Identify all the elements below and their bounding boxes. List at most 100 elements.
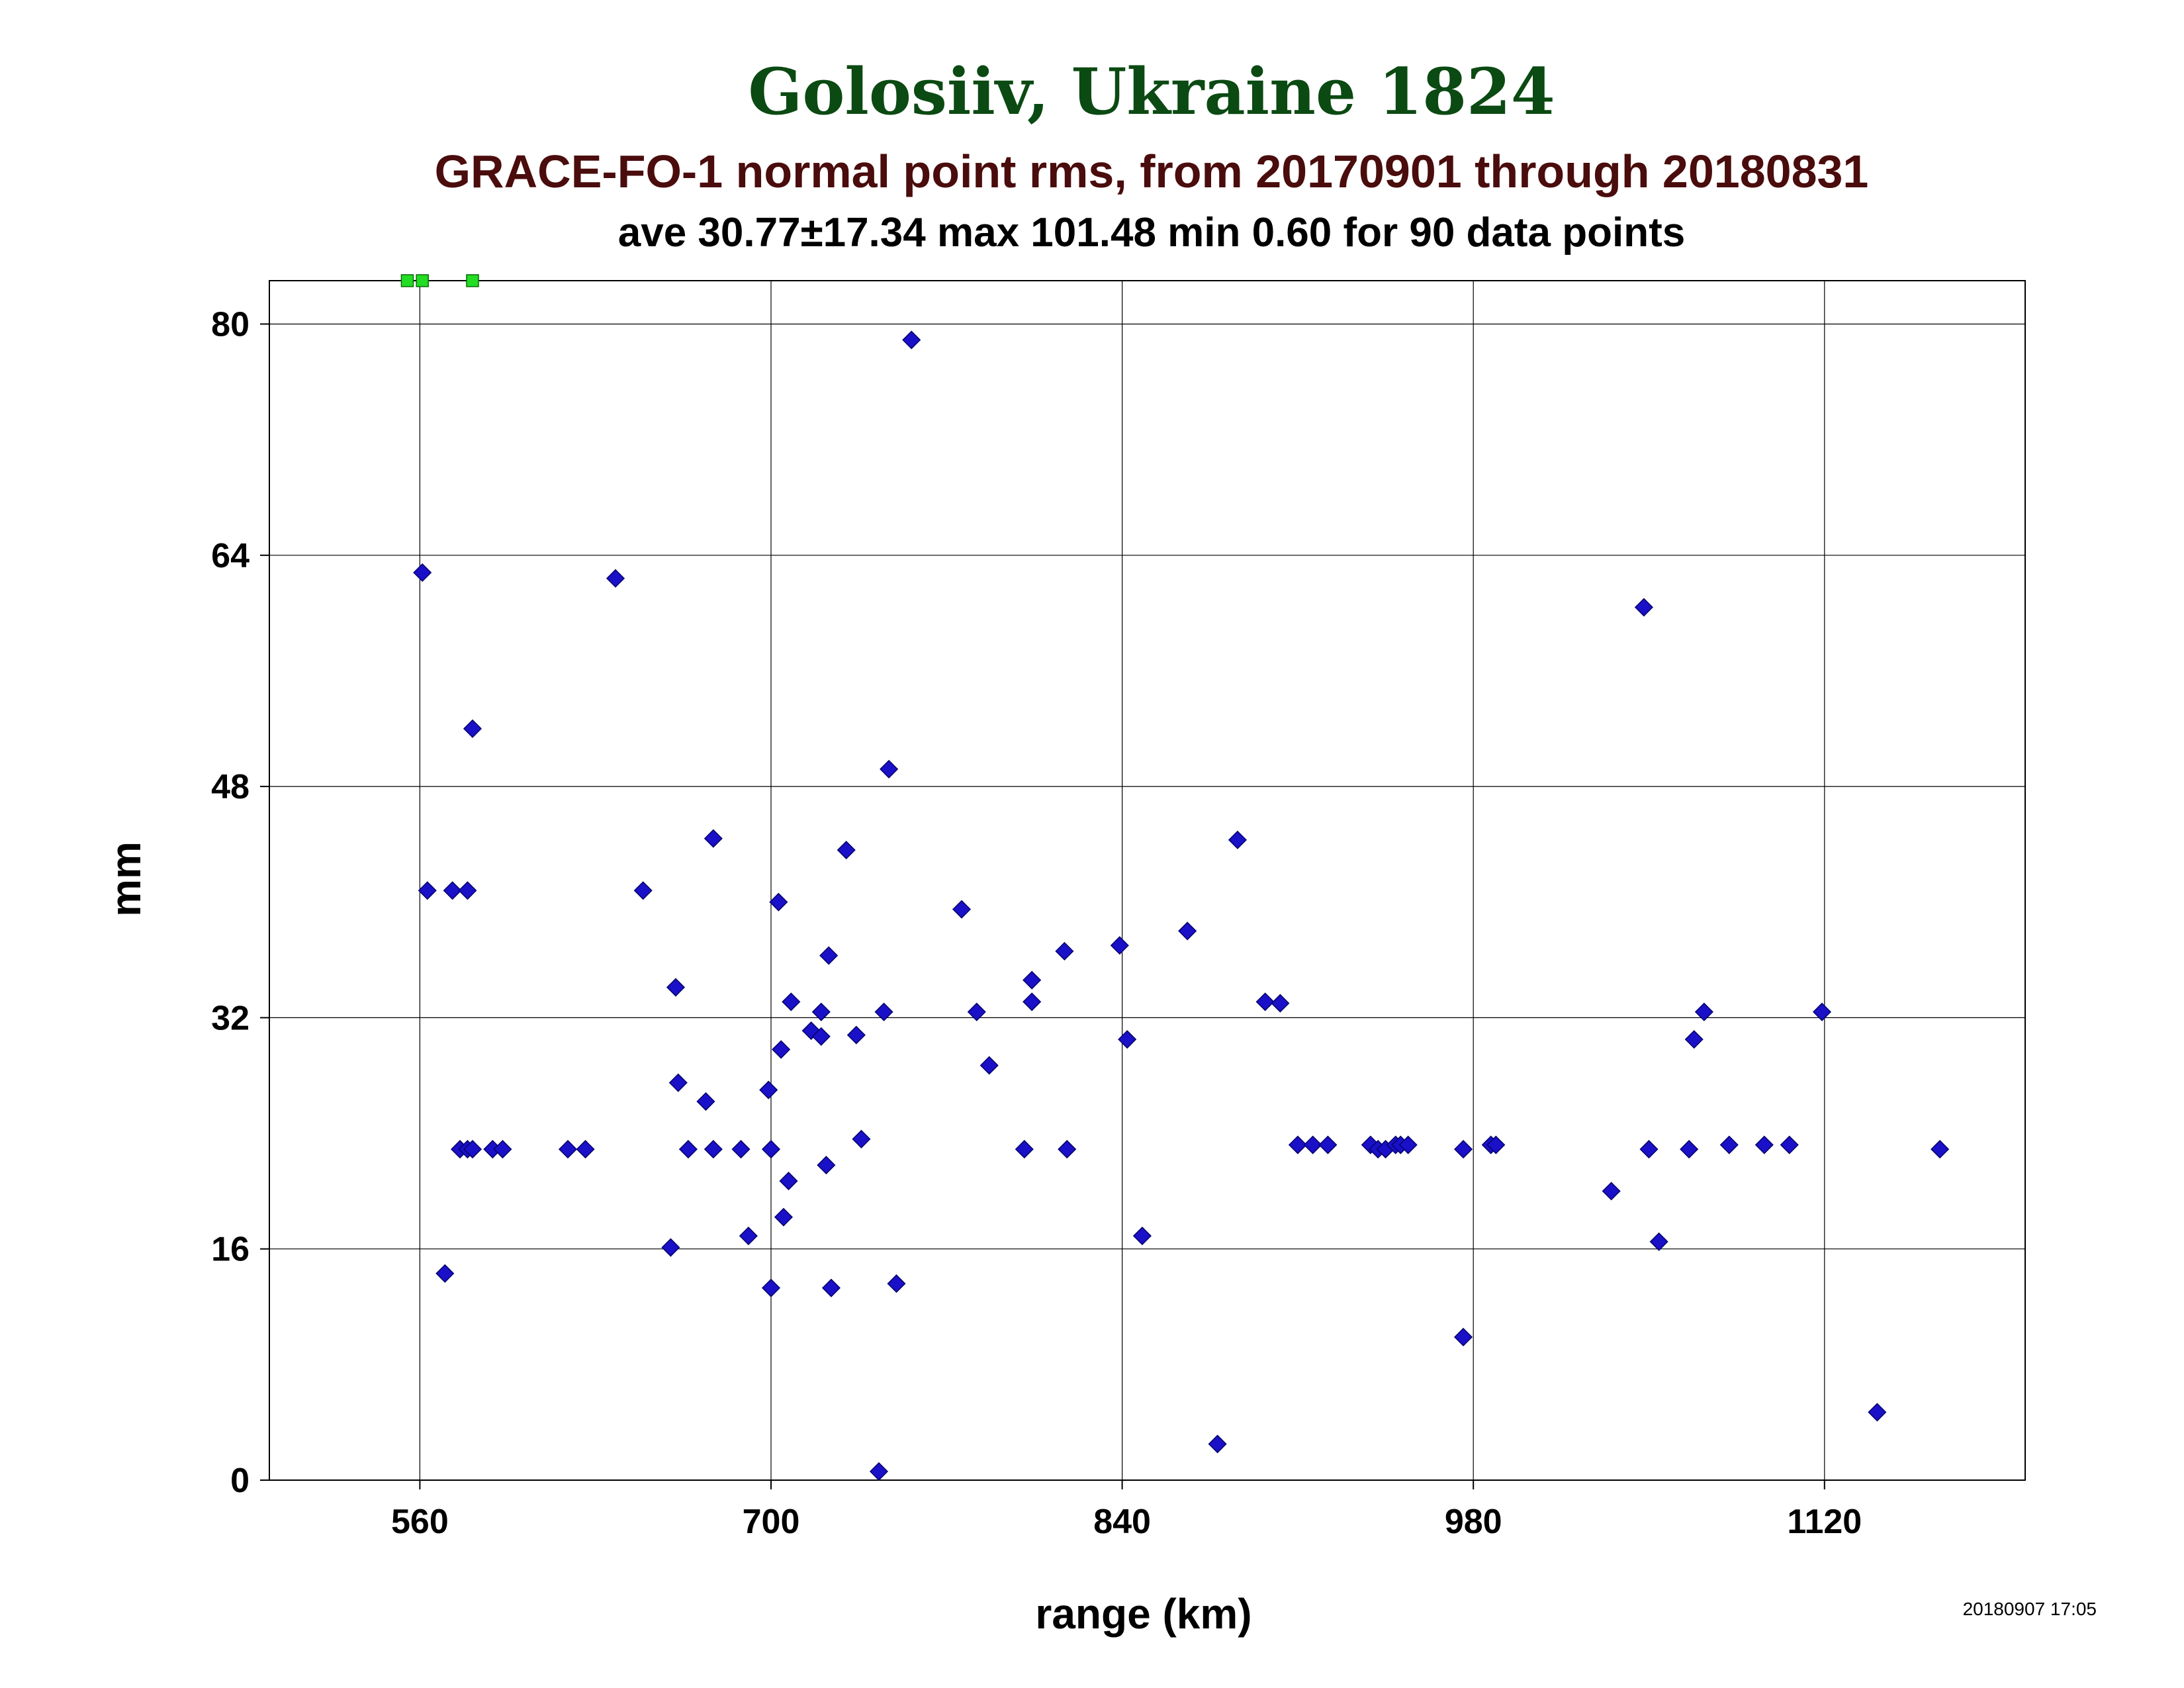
data-point [1015, 1140, 1034, 1159]
data-point [435, 1264, 455, 1283]
data-point [696, 1092, 715, 1111]
data-point [869, 1462, 889, 1481]
x-tick-label: 840 [1093, 1503, 1151, 1541]
data-point [576, 1140, 595, 1159]
y-tick-label: 64 [211, 537, 250, 575]
out-of-range-marker [416, 274, 429, 287]
data-point [1208, 1434, 1227, 1454]
out-of-range-markers [400, 274, 479, 287]
data-point [739, 1226, 758, 1246]
data-point [661, 1238, 680, 1257]
data-point [759, 1080, 778, 1100]
data-point [1812, 1002, 1832, 1021]
data-point [887, 1274, 906, 1293]
data-point [819, 946, 839, 965]
y-tick-label: 0 [230, 1462, 250, 1500]
x-tick-label: 1120 [1787, 1503, 1862, 1541]
y-tick-label: 16 [211, 1231, 250, 1269]
data-point [678, 1140, 698, 1159]
data-point [817, 1156, 836, 1175]
data-point [704, 1140, 723, 1159]
data-point [852, 1129, 871, 1149]
data-point [821, 1278, 841, 1297]
data-point [761, 1278, 781, 1297]
data-point [1318, 1135, 1338, 1154]
axis-ticks: 560 700 840 980 1120 0 16 32 48 64 80 [211, 305, 1862, 1541]
data-point [606, 569, 625, 588]
data-point [704, 829, 723, 848]
data-point [782, 992, 801, 1011]
data-point [1780, 1135, 1799, 1154]
data-point [1694, 1002, 1713, 1021]
chart-title: Golosiiv, Ukraine 1824 [748, 54, 1555, 129]
data-point [463, 719, 482, 738]
y-tick-label: 32 [211, 999, 250, 1037]
data-point [811, 1027, 831, 1046]
data-point [1754, 1135, 1774, 1154]
data-point [846, 1025, 866, 1045]
x-tick-label: 980 [1445, 1503, 1502, 1541]
out-of-range-marker [466, 274, 479, 287]
y-axis-label: mm [102, 841, 150, 917]
data-point [1453, 1327, 1473, 1346]
data-point [779, 1172, 798, 1191]
data-point [633, 881, 653, 900]
y-tick-label: 80 [211, 305, 250, 344]
data-point [1453, 1140, 1473, 1159]
data-point [1023, 992, 1042, 1011]
data-point [1132, 1226, 1152, 1246]
data-point [1684, 1030, 1704, 1049]
chart-subtitle: GRACE-FO-1 normal point rms, from 201709… [435, 146, 1869, 197]
data-point [1255, 992, 1275, 1011]
data-point [979, 1056, 999, 1075]
stats-line: ave 30.77±17.34 max 101.48 min 0.60 for … [618, 210, 1685, 256]
timestamp: 20180907 17:05 [1963, 1599, 2097, 1619]
data-point [463, 1140, 482, 1159]
data-point [1868, 1403, 1887, 1422]
data-point [1602, 1182, 1621, 1201]
data-point [880, 759, 899, 778]
x-axis-label: range (km) [1035, 1590, 1251, 1638]
data-point [837, 841, 856, 860]
data-point [1634, 598, 1653, 617]
data-point [443, 881, 462, 900]
data-point [413, 563, 432, 583]
data-point [774, 1207, 794, 1227]
x-tick-label: 700 [743, 1503, 800, 1541]
data-point [772, 1040, 791, 1059]
data-point [811, 1002, 831, 1021]
x-tick-label: 560 [391, 1503, 449, 1541]
data-point [1288, 1135, 1307, 1154]
out-of-range-marker [400, 274, 414, 287]
data-point [1649, 1232, 1668, 1251]
data-point [1271, 994, 1290, 1013]
data-point [1680, 1140, 1699, 1159]
data-point [1719, 1135, 1739, 1154]
data-point [418, 881, 437, 900]
data-points [413, 330, 1950, 1481]
data-point [1486, 1135, 1506, 1154]
data-point [668, 1073, 688, 1092]
data-point [874, 1002, 893, 1021]
data-point [1118, 1030, 1137, 1049]
data-point [902, 330, 921, 350]
data-point [1639, 1140, 1659, 1159]
data-point [1398, 1135, 1418, 1154]
data-point [1228, 830, 1248, 849]
data-point [1058, 1140, 1077, 1159]
data-point [769, 892, 788, 912]
data-point [952, 900, 972, 919]
data-point [666, 978, 686, 997]
data-point [1931, 1140, 1950, 1159]
data-point [761, 1140, 781, 1159]
data-point [493, 1140, 512, 1159]
data-point [558, 1140, 578, 1159]
data-point [1110, 936, 1129, 955]
data-point [458, 881, 477, 900]
data-point [1303, 1135, 1322, 1154]
data-point [1178, 921, 1197, 941]
data-point [731, 1140, 751, 1159]
grid-lines [269, 281, 2025, 1481]
data-point [967, 1002, 986, 1021]
